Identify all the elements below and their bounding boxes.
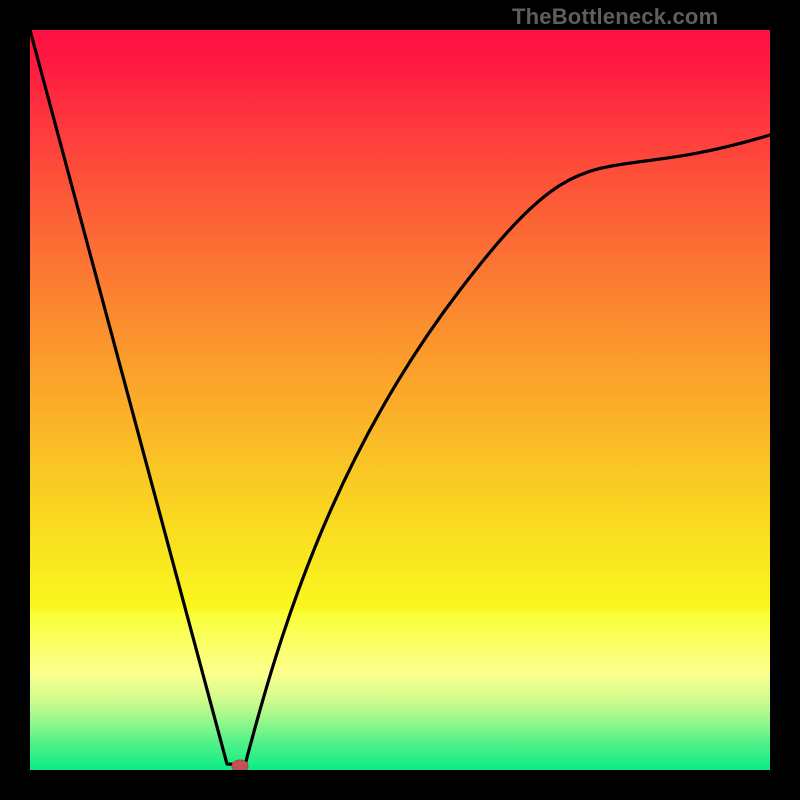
chart-frame: TheBottleneck.com xyxy=(0,0,800,800)
chart-plot-area xyxy=(30,30,770,770)
optimal-point-marker xyxy=(232,760,248,770)
bottleneck-curve-chart xyxy=(30,30,770,770)
watermark-text: TheBottleneck.com xyxy=(512,4,718,30)
heatmap-background xyxy=(30,30,770,770)
